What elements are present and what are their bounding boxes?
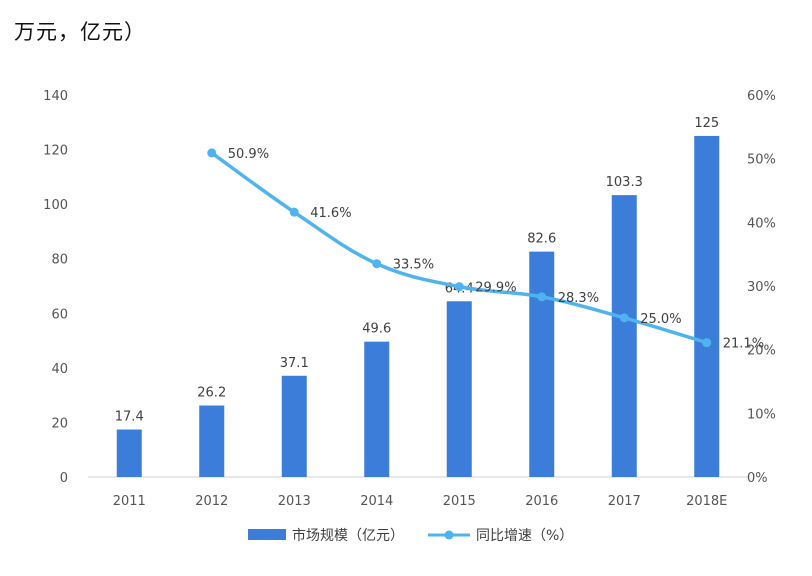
growth-value-label: 50.9% — [228, 147, 269, 162]
bar — [199, 405, 225, 477]
bar — [611, 195, 637, 477]
bar-value-label: 37.1 — [280, 356, 309, 371]
growth-point — [537, 292, 547, 302]
y-tick-label: 20 — [51, 416, 68, 431]
y2-tick-label: 60% — [747, 89, 776, 104]
bar — [694, 135, 720, 477]
y-tick-label: 100 — [43, 198, 68, 213]
growth-value-label: 33.5% — [393, 258, 434, 273]
legend-line-marker — [444, 530, 454, 540]
x-tick-label: 2017 — [608, 494, 641, 509]
growth-point — [454, 282, 464, 292]
y-tick-label: 0 — [60, 471, 68, 486]
combo-chart: 0 20 40 60 80 100 120 140 0% 10% 20% 30% 40% 50% 60% 20… — [43, 89, 776, 544]
x-tick-label: 2016 — [525, 494, 558, 509]
growth-value-label: 29.9% — [475, 281, 516, 296]
growth-point — [372, 259, 382, 269]
y-tick-label: 120 — [43, 144, 68, 159]
bar-value-label: 125 — [694, 116, 719, 131]
x-tick-label: 2014 — [360, 494, 393, 509]
chart-unit-heading: 万元，亿元） — [14, 20, 146, 44]
bar — [281, 375, 307, 477]
legend-bar-label: 市场规模（亿元） — [292, 527, 404, 544]
bar-value-label: 103.3 — [606, 175, 643, 190]
bar — [446, 301, 472, 477]
bar-value-label: 82.6 — [527, 232, 556, 247]
growth-point — [289, 207, 299, 217]
y2-tick-label: 50% — [747, 153, 776, 168]
chart-area: 0 20 40 60 80 100 120 140 0% 10% 20% 30% 40% 50% 60% 20… — [30, 73, 798, 561]
bar-value-label: 49.6 — [362, 322, 391, 337]
x-tick-label: 2018E — [686, 494, 727, 509]
growth-value-label: 25.0% — [640, 312, 681, 327]
y2-tick-label: 0% — [747, 471, 768, 486]
bar — [364, 341, 390, 477]
x-tick-label: 2015 — [443, 494, 476, 509]
bar — [529, 251, 555, 477]
growth-point — [702, 338, 712, 348]
y-tick-label: 60 — [51, 307, 68, 322]
bar — [116, 429, 142, 477]
growth-value-label: 28.3% — [558, 291, 599, 306]
x-tick-label: 2011 — [113, 494, 146, 509]
growth-point — [207, 148, 217, 158]
y-tick-label: 40 — [51, 362, 68, 377]
legend-line-label: 同比增速（%） — [476, 528, 573, 544]
y2-tick-label: 40% — [747, 216, 776, 231]
bar-value-label: 17.4 — [115, 410, 144, 425]
x-tick-label: 2012 — [195, 494, 228, 509]
growth-value-label: 21.1% — [723, 337, 764, 352]
growth-value-label: 41.6% — [310, 206, 351, 221]
y-tick-label: 140 — [43, 89, 68, 104]
y2-tick-label: 20% — [747, 344, 776, 359]
growth-point — [619, 313, 629, 323]
x-tick-label: 2013 — [278, 494, 311, 509]
y2-tick-label: 10% — [747, 407, 776, 422]
y2-tick-label: 30% — [747, 280, 776, 295]
legend-bar-swatch — [248, 529, 286, 540]
y-tick-label: 80 — [51, 253, 68, 268]
bar-value-label: 26.2 — [197, 386, 226, 401]
